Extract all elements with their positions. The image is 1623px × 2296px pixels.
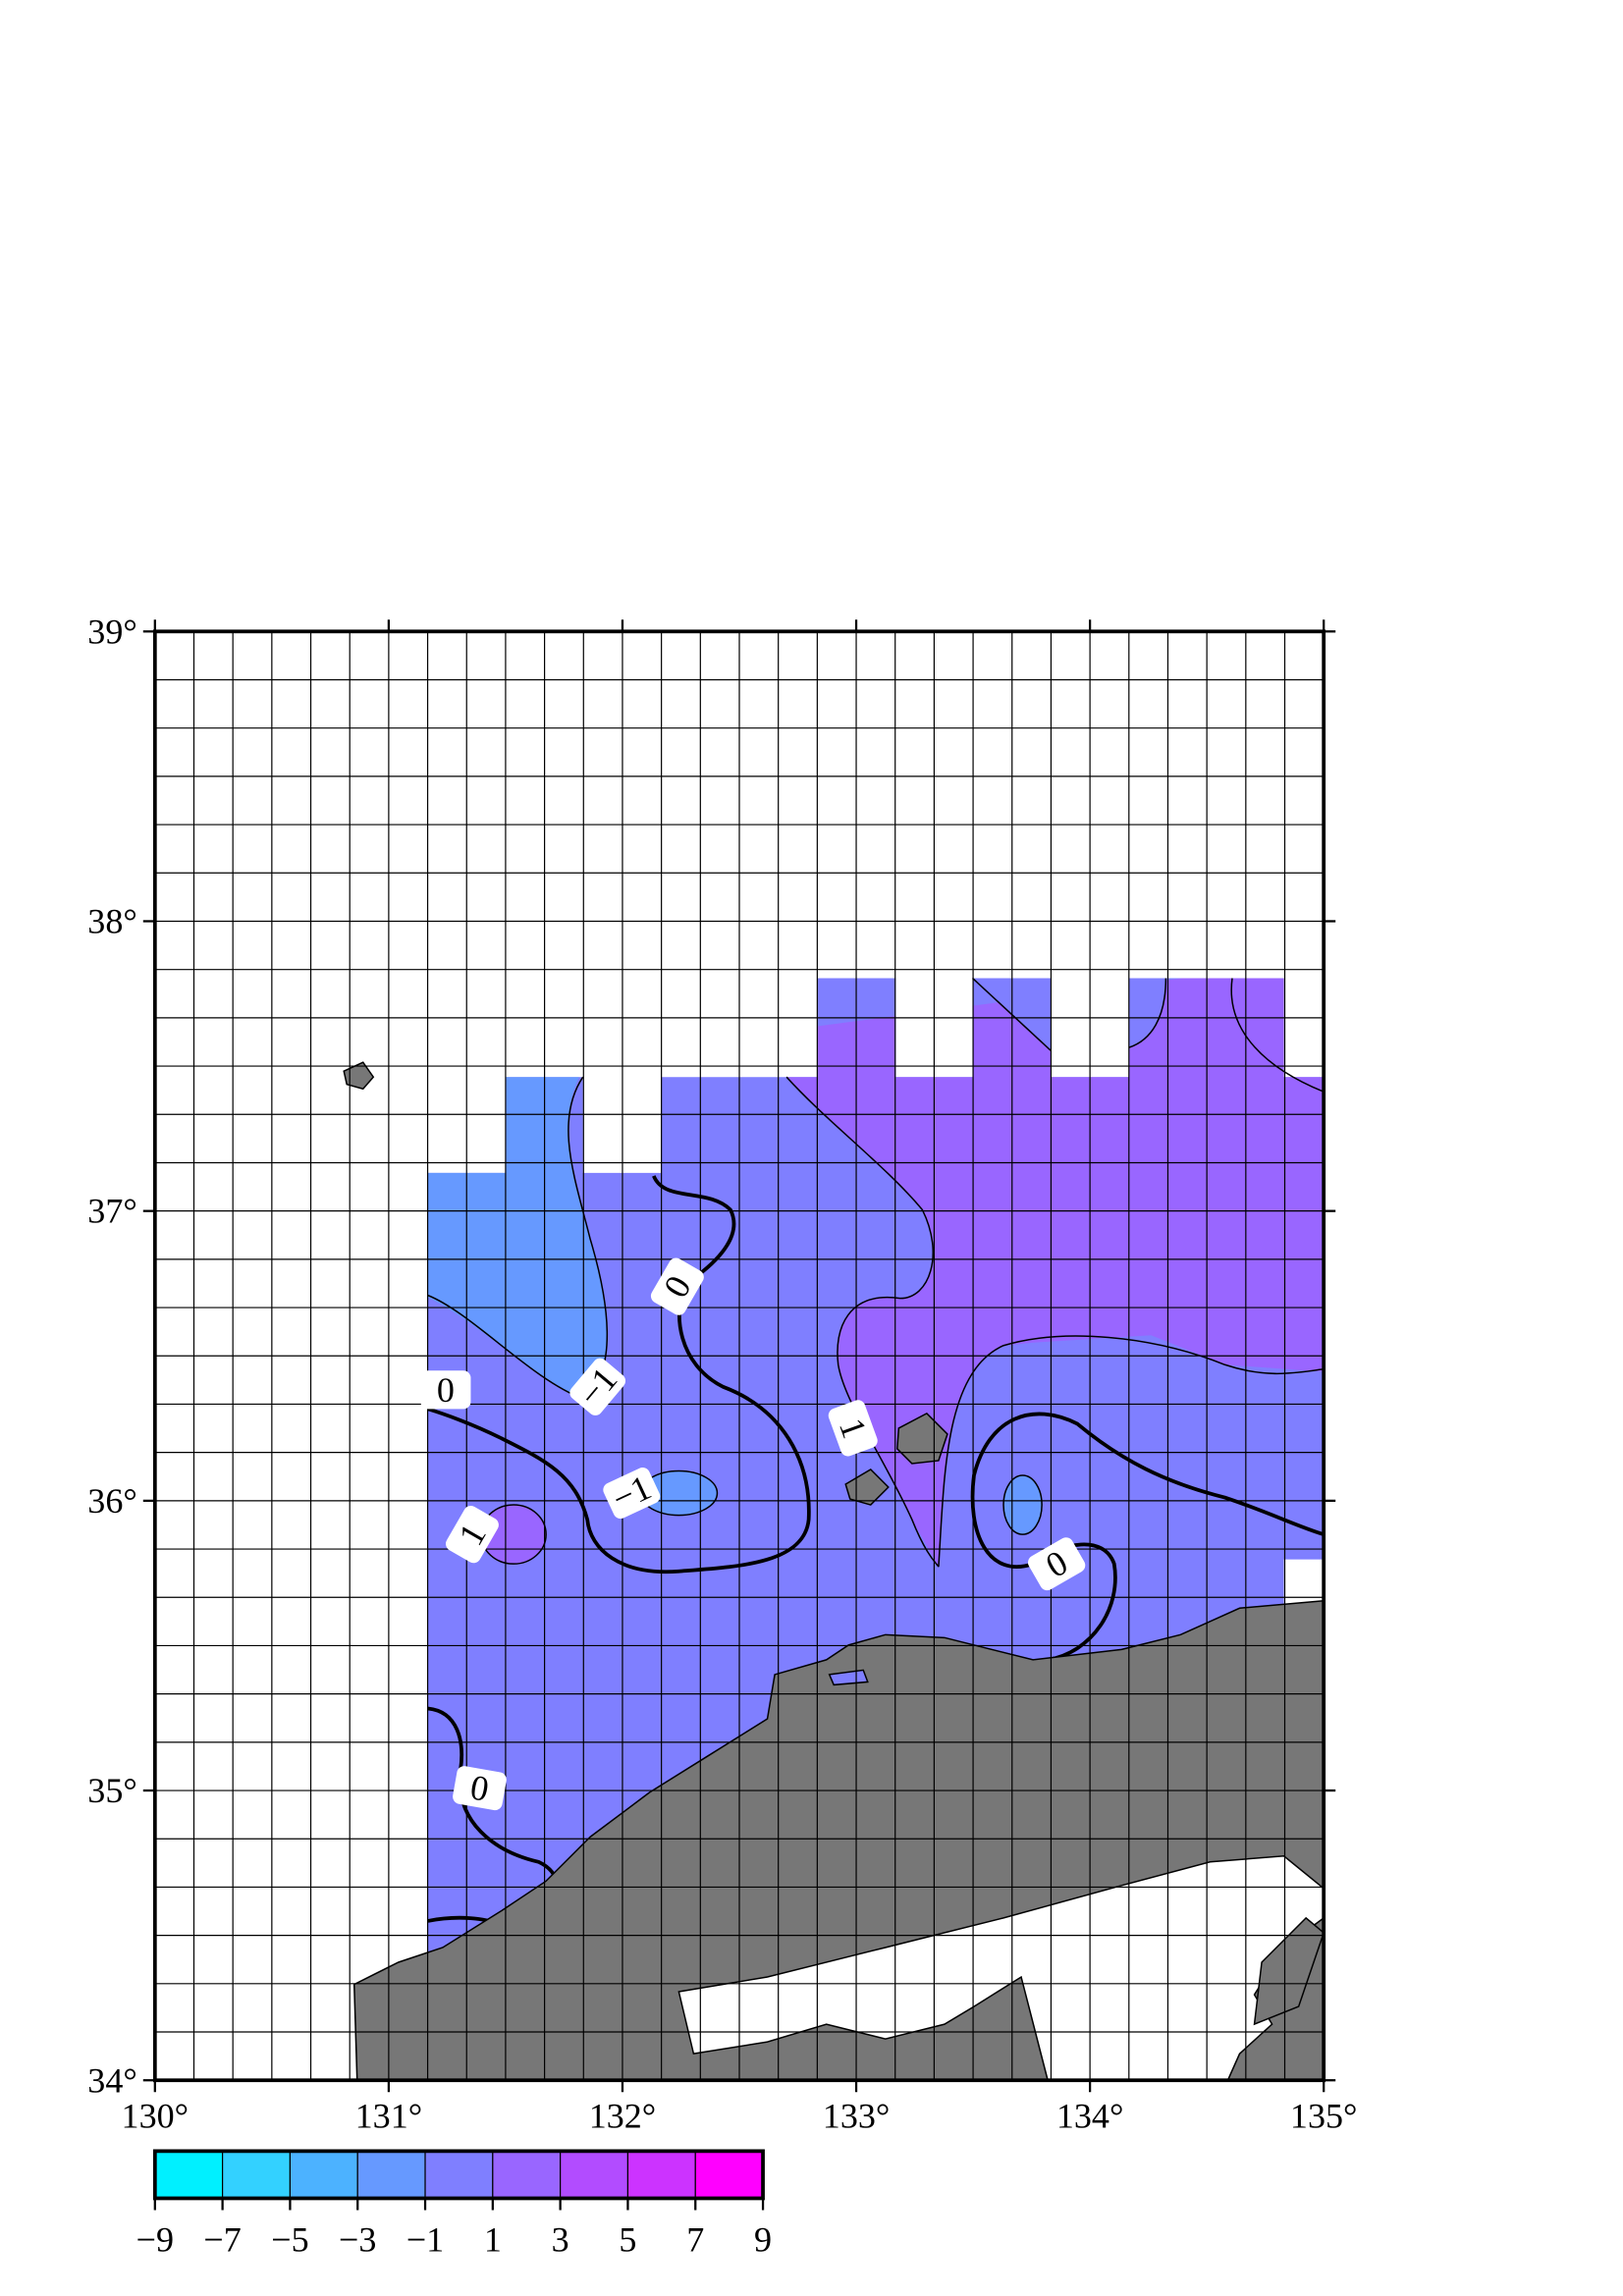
contour-label-text: 0 xyxy=(437,1370,455,1410)
colorbar-tick-label: 1 xyxy=(484,2220,502,2260)
inland-sea xyxy=(677,1855,1325,2081)
colorbar-tick-label: 9 xyxy=(754,2220,772,2260)
x-tick-label: 131° xyxy=(355,2096,423,2135)
label-box xyxy=(420,1370,471,1410)
colorbar: −9 −7 −5 −3 −1 1 3 5 7 9 xyxy=(136,2149,772,2260)
field-fill xyxy=(1128,978,1166,1048)
colorbar-tick-label: 3 xyxy=(552,2220,569,2260)
contour-label: 0 xyxy=(1028,1537,1086,1591)
label-box xyxy=(1028,1537,1086,1591)
colorbar-segment xyxy=(154,2150,224,2200)
contour-line xyxy=(785,1076,940,1568)
field-fill xyxy=(640,1470,718,1516)
contour-line xyxy=(1002,1474,1043,1535)
colorbar-segment xyxy=(694,2150,764,2200)
lake xyxy=(828,1669,869,1686)
colorbar-frame xyxy=(152,2149,765,2201)
y-tick-label: 37° xyxy=(87,1192,136,1231)
contour-line xyxy=(970,1412,1325,1662)
colorbar-segment xyxy=(492,2150,562,2200)
axes: 130° 131° 132° 133° 134° 135° 34° 35° 36° 37° 38° 3… xyxy=(87,612,1357,2135)
colorbar-tick-label: 5 xyxy=(619,2220,636,2260)
island xyxy=(1253,1916,1325,2026)
island xyxy=(896,1412,948,1465)
contour-line xyxy=(938,1335,1325,1568)
contour-label: 0 xyxy=(420,1370,471,1410)
colorbar-segment xyxy=(222,2150,292,2200)
field-fill xyxy=(767,978,1325,1568)
label-box xyxy=(603,1468,661,1520)
y-tick-label: 38° xyxy=(87,901,136,940)
contour-line xyxy=(1230,978,1325,1093)
x-tick-label: 135° xyxy=(1290,2096,1358,2135)
colorbar-segment xyxy=(560,2150,629,2200)
field-fill xyxy=(1003,1475,1043,1535)
island xyxy=(343,1061,375,1091)
colorbar-tick-label: 7 xyxy=(686,2220,704,2260)
colorbar-tick-label: −5 xyxy=(271,2220,308,2260)
label-box xyxy=(569,1358,626,1415)
y-tick-label: 36° xyxy=(87,1481,136,1521)
contour-label: 0 xyxy=(650,1257,704,1315)
x-tick-label: 133° xyxy=(823,2096,891,2135)
y-tick-label: 35° xyxy=(87,1771,136,1810)
label-box xyxy=(828,1400,878,1457)
colorbar-tick-label: −9 xyxy=(136,2220,174,2260)
x-tick-label: 130° xyxy=(122,2096,189,2135)
y-tick-label: 34° xyxy=(87,2060,136,2100)
grid xyxy=(154,631,1325,2081)
colorbar-segment xyxy=(356,2150,426,2200)
contour-line xyxy=(1128,978,1167,1048)
contour-line xyxy=(427,1175,811,1575)
field-fill xyxy=(427,1069,608,1399)
label-box xyxy=(453,1766,507,1811)
contour-label: 1 xyxy=(446,1505,499,1564)
colorbar-tick-label: −7 xyxy=(203,2220,241,2260)
label-box xyxy=(446,1505,499,1564)
colorbar-segment xyxy=(289,2150,358,2200)
y-tick-label: 39° xyxy=(87,612,136,651)
colorbar-segment xyxy=(424,2150,494,2200)
label-box xyxy=(650,1257,704,1315)
contour-label: 1 xyxy=(828,1400,878,1457)
colorbar-tick-label: −3 xyxy=(339,2220,376,2260)
contour-line xyxy=(427,1076,609,1400)
colorbar-segment xyxy=(626,2150,696,2200)
x-tick-label: 134° xyxy=(1056,2096,1124,2135)
plot-frame xyxy=(152,629,1326,2083)
colorbar-tick-label: −1 xyxy=(406,2220,444,2260)
x-tick-label: 132° xyxy=(589,2096,657,2135)
contour-label: 0 xyxy=(453,1766,507,1811)
